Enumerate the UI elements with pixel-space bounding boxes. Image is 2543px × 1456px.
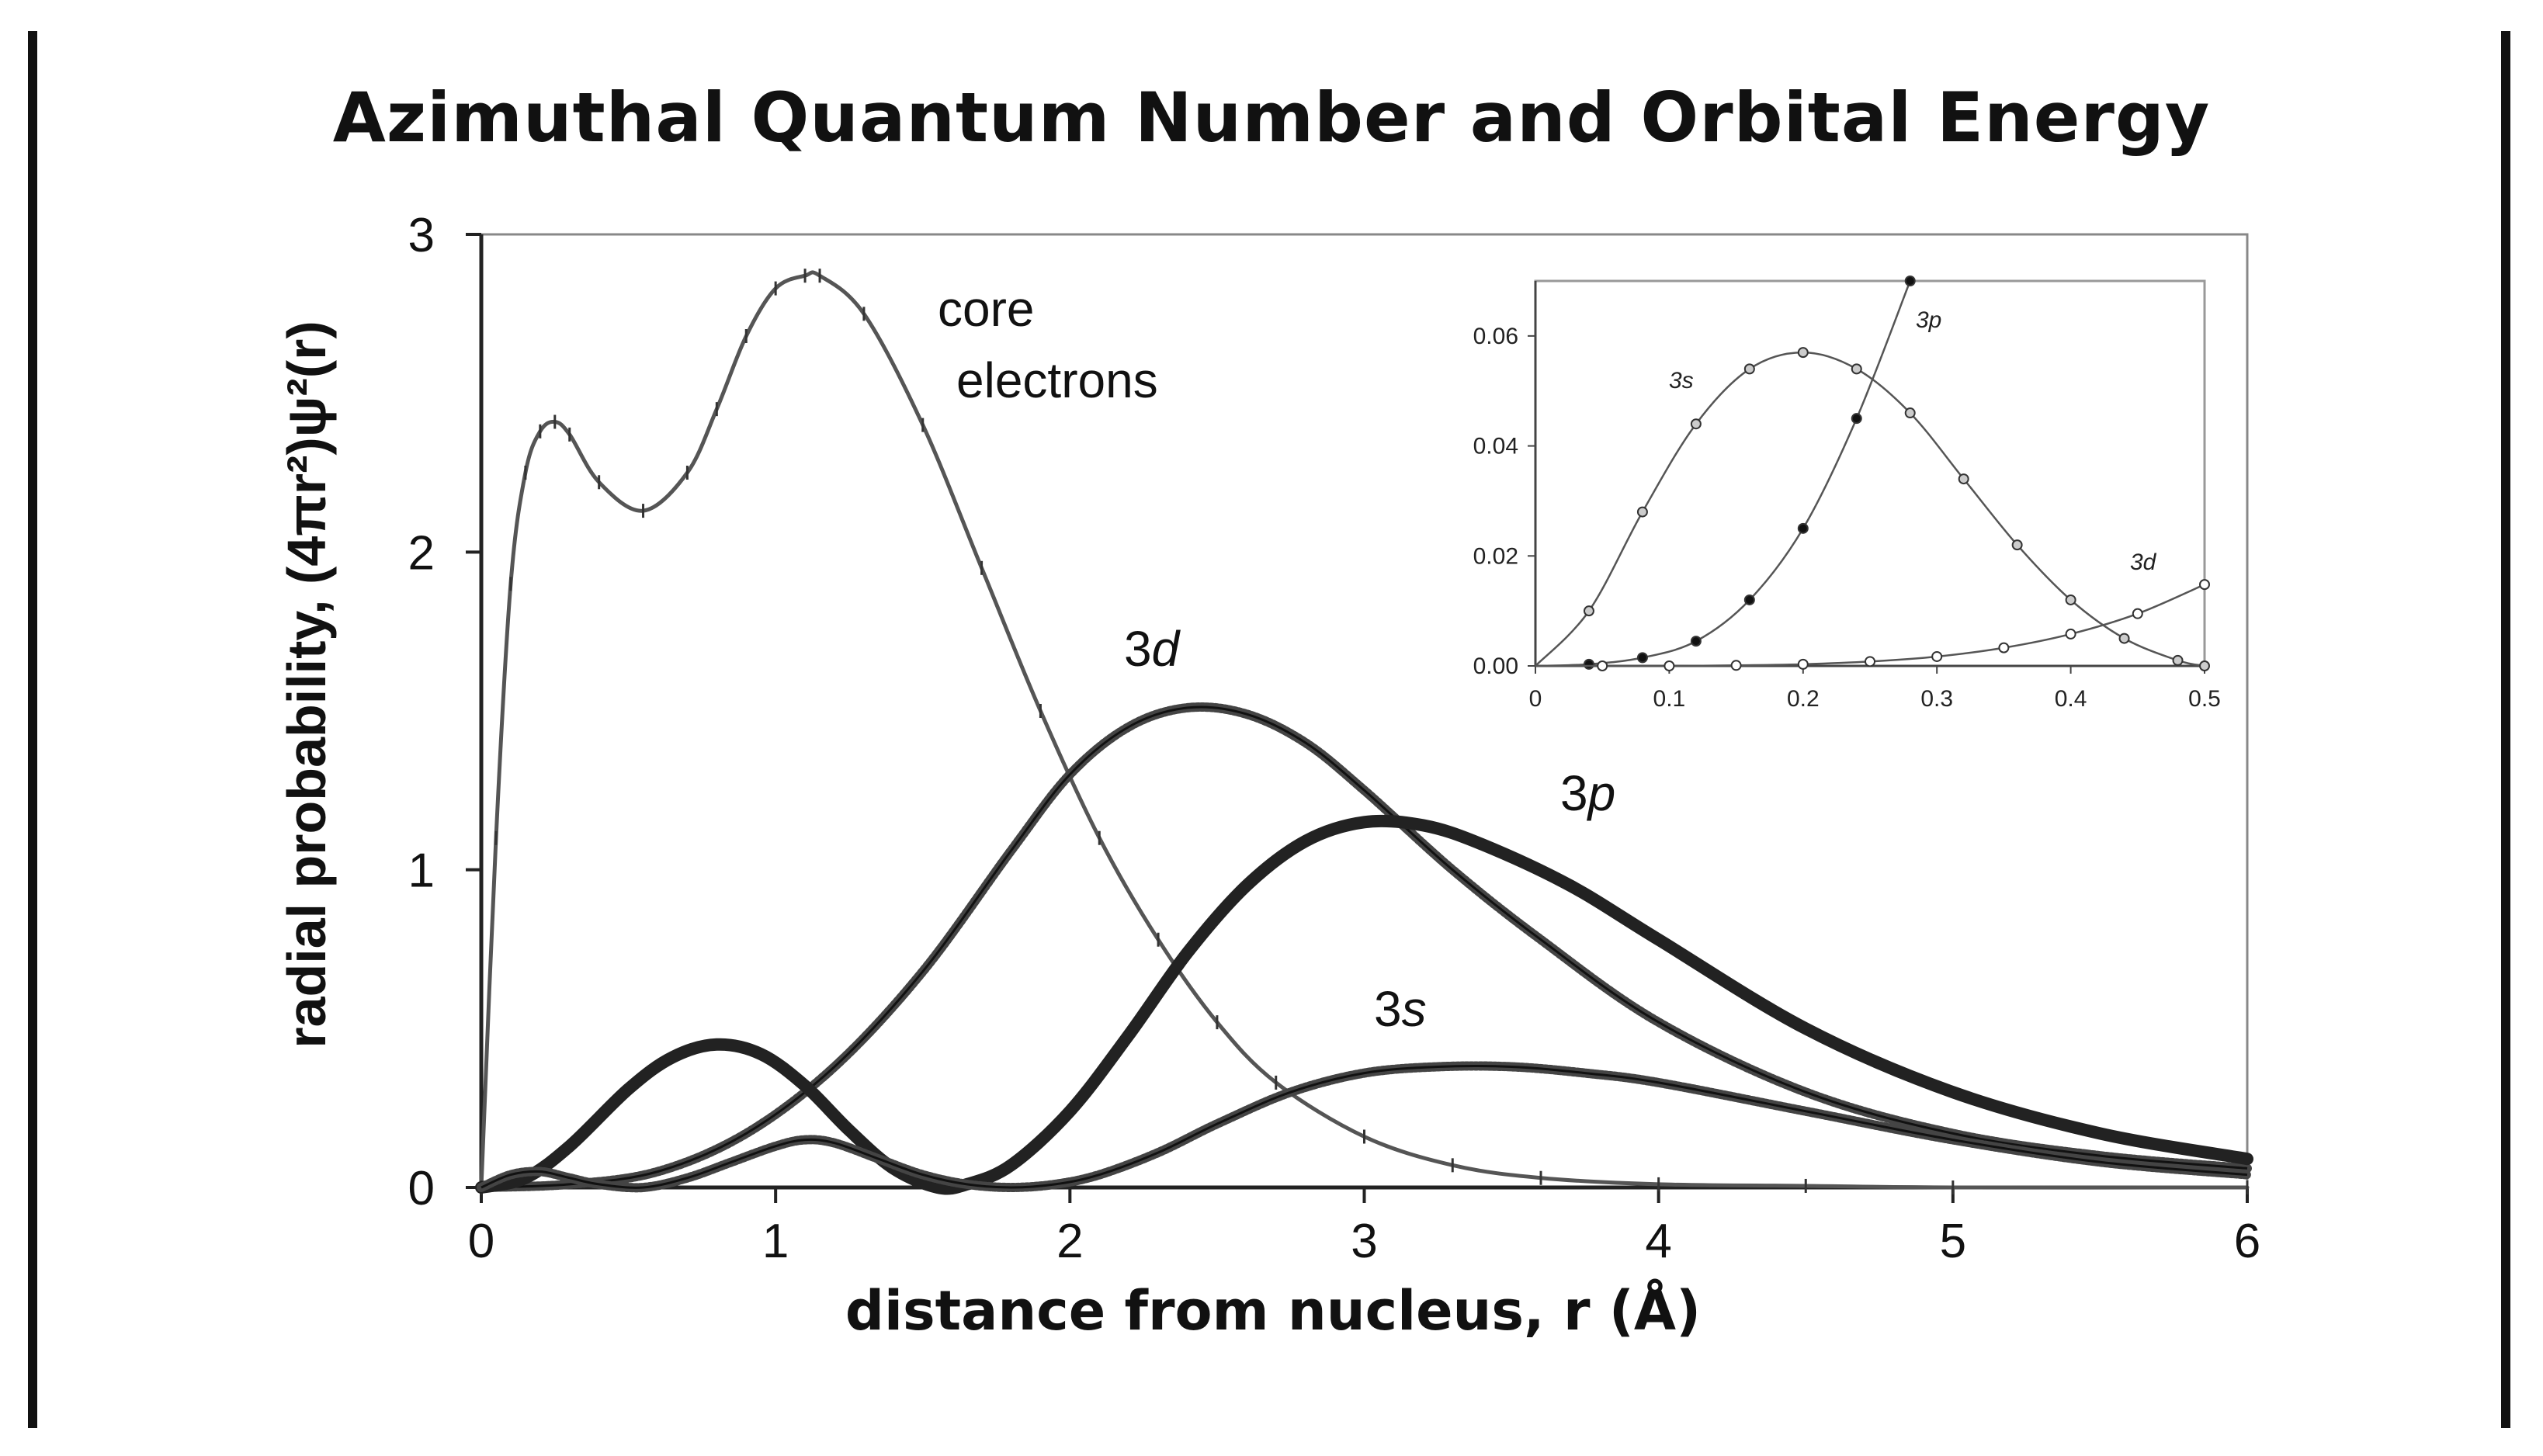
- annotation-3s-l: s: [1402, 981, 1427, 1037]
- x-tick-label: 6: [2234, 1215, 2260, 1268]
- x-axis-label: distance from nucleus, r (Å): [845, 1279, 1702, 1343]
- inset-series-3s-point: [2172, 654, 2184, 666]
- series-3p-line: [475, 814, 2253, 1195]
- annotation-3d-l: d: [1152, 621, 1181, 677]
- inset-series-3d-point: [2065, 628, 2076, 640]
- inset-series-3d-point: [1865, 656, 1875, 667]
- series-3d-group: [477, 702, 2252, 1192]
- series-core-electrons-line: [479, 270, 2250, 1190]
- annotation-3d-n: 3: [1124, 621, 1152, 677]
- inset-series-3s-point: [1583, 605, 1594, 617]
- inset-x-tick-label: 0.3: [1920, 686, 1953, 712]
- inset-series-3d-point: [1797, 658, 1809, 670]
- inset-series-3p-point: [1797, 522, 1809, 534]
- inset-series-3d-point: [1597, 660, 1608, 671]
- inset-series-3s-point: [2011, 539, 2023, 551]
- annotation-3d: 3d: [1124, 621, 1181, 677]
- inset-series-3d-point: [1998, 642, 2010, 653]
- annotation-3p: 3p: [1560, 765, 1615, 821]
- inset-series-3s-point: [1904, 407, 1916, 419]
- annotation-core-electrons-line-1: core: [938, 281, 1035, 337]
- annotation-3p-n: 3: [1560, 765, 1588, 821]
- y-tick-label: 2: [408, 526, 435, 580]
- y-tick-label: 1: [408, 844, 435, 898]
- inset-series-3s-point: [2065, 594, 2076, 605]
- series-3p-group: [475, 814, 2253, 1195]
- x-tick-label: 2: [1056, 1215, 1083, 1268]
- x-tick-label: 4: [1645, 1215, 1671, 1268]
- annotation-3s-n: 3: [1374, 981, 1402, 1037]
- inset-chart: 0 0.1 0.2 0.3 0.4 0.5 0.00 0.02 0.04 0.06 3s 3p 3d: [1473, 276, 2221, 712]
- left-border-bar: [28, 31, 37, 1428]
- x-tick-label: 5: [1940, 1215, 1966, 1268]
- inset-series-3d-point: [1730, 660, 1742, 671]
- inset-series-3s-point: [1797, 347, 1809, 359]
- inset-series-3p-point: [1743, 594, 1755, 605]
- x-tick-label: 0: [468, 1215, 494, 1268]
- right-border-bar: [2501, 31, 2510, 1428]
- inset-series-3d-point: [1931, 650, 1943, 662]
- x-tick-label: 1: [762, 1215, 789, 1268]
- series-3d-core-line: [480, 705, 2248, 1189]
- inset-x-tick-label: 0.1: [1653, 686, 1686, 712]
- inset-series-3s-point: [2118, 633, 2130, 644]
- inset-series-3s-point: [1636, 506, 1648, 518]
- series-3s-core-line: [480, 1064, 2248, 1189]
- series-core-electrons-group: [479, 269, 2250, 1194]
- series-3s-group: [477, 1061, 2252, 1193]
- inset-series-3s-point: [1851, 363, 1862, 375]
- inset-x-tick-label: 0: [1529, 686, 1542, 712]
- inset-annotation-3d: 3d: [2130, 549, 2157, 575]
- inset-y-tick-label: 0.04: [1473, 434, 1518, 459]
- series-3d-line: [477, 702, 2252, 1192]
- series-3s-line: [477, 1061, 2252, 1193]
- inset-series-3s-point: [1690, 418, 1702, 430]
- inset-series-3p-point: [1690, 636, 1702, 647]
- y-tick-label: 3: [408, 209, 435, 262]
- y-tick-label: 0: [408, 1162, 435, 1215]
- inset-series-3d-point: [1664, 660, 1675, 671]
- inset-annotation-3p: 3p: [1916, 307, 1941, 333]
- inset-series-3d-point: [2199, 579, 2210, 591]
- inset-x-tick-label: 0.5: [2188, 686, 2221, 712]
- x-tick-label: 3: [1351, 1215, 1377, 1268]
- annotation-3p-l: p: [1587, 765, 1616, 821]
- inset-x-tick-label: 0.4: [2055, 686, 2087, 712]
- annotation-core-electrons-line-2: electrons: [956, 352, 1158, 408]
- inset-series-3p-point: [1904, 276, 1916, 286]
- inset-series-3p-point: [1636, 652, 1648, 664]
- inset-y-tick-label: 0.06: [1473, 324, 1518, 349]
- inset-series-3p-point: [1851, 413, 1862, 425]
- annotation-3s: 3s: [1374, 981, 1427, 1037]
- inset-y-tick-label: 0.00: [1473, 653, 1518, 679]
- inset-annotation-3s: 3s: [1669, 368, 1694, 393]
- page-title: Azimuthal Quantum Number and Orbital Ene…: [332, 78, 2211, 158]
- inset-series-3s-point: [1743, 363, 1755, 375]
- inset-y-tick-label: 0.02: [1473, 543, 1518, 569]
- inset-series-3d-point: [2132, 608, 2143, 619]
- inset-series-3s-point: [1958, 473, 1969, 485]
- inset-x-tick-label: 0.2: [1787, 686, 1820, 712]
- inset-frame: [1534, 279, 2206, 667]
- inset-series-3s-point: [2199, 660, 2210, 671]
- inset-series-3p-point: [1583, 658, 1594, 670]
